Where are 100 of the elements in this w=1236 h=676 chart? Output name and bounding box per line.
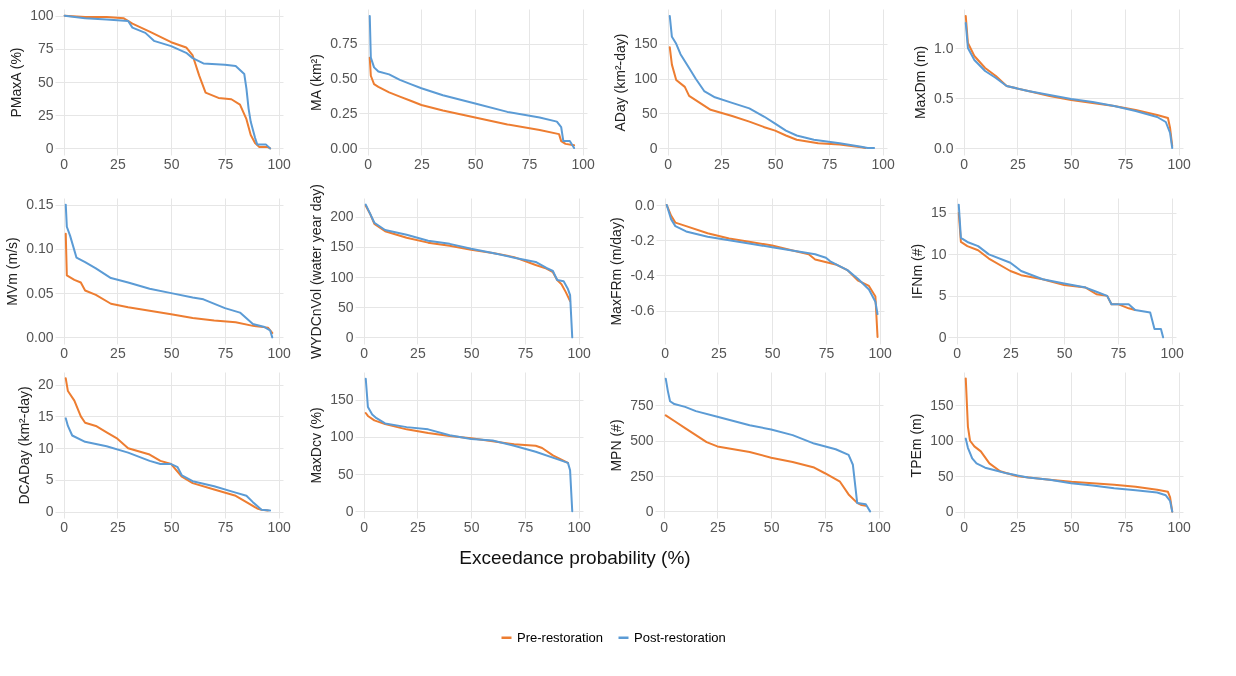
y-tick-label: 150 — [330, 238, 354, 255]
x-tick-label: 75 — [821, 155, 838, 172]
y-tick-label: 0 — [649, 139, 658, 156]
y-tick-label: 0.25 — [330, 104, 358, 121]
line-series — [964, 437, 1174, 513]
line-series — [665, 204, 879, 316]
x-tick-label: 50 — [163, 344, 180, 361]
line-series — [364, 204, 572, 303]
x-tick-label: 25 — [110, 518, 126, 535]
x-tick-label: 100 — [267, 155, 292, 172]
y-tick-label: 0.05 — [26, 284, 54, 301]
y-tick-label: 50 — [937, 467, 954, 484]
y-tick-label: 0 — [45, 139, 54, 156]
line-series — [668, 14, 876, 150]
x-tick-label: 25 — [714, 155, 730, 172]
line-series — [664, 377, 872, 513]
x-tick-label: 75 — [217, 155, 234, 172]
y-tick-label: -0.6 — [630, 302, 655, 319]
y-tick-label: 20 — [37, 376, 54, 393]
y-tick-label: 50 — [337, 298, 354, 315]
y-tick-label: 150 — [330, 391, 354, 408]
x-tick-label: 25 — [410, 344, 426, 361]
x-tick-label: 50 — [767, 155, 784, 172]
y-tick-label: 0.10 — [26, 240, 54, 257]
x-tick-label: 25 — [710, 518, 726, 535]
y-tick-label: 0 — [45, 503, 54, 520]
line-series — [364, 377, 574, 513]
x-tick-label: 0 — [960, 155, 969, 172]
y-axis-title: MaxDm (m) — [912, 45, 929, 120]
y-tick-label: 1.0 — [934, 39, 954, 56]
x-tick-label: 100 — [567, 518, 592, 535]
x-tick-label: 100 — [871, 155, 896, 172]
y-axis-title: ADay (km²-day) — [612, 33, 629, 132]
y-axis-title: MaxFRm (m/day) — [608, 217, 625, 326]
x-tick-label: 0 — [660, 518, 669, 535]
line-series — [957, 203, 1165, 339]
legend-label: Pre-restoration — [517, 629, 603, 645]
y-tick-label: 5 — [938, 287, 947, 304]
x-tick-label: 50 — [163, 155, 180, 172]
x-tick-label: 25 — [414, 155, 430, 172]
x-tick-label: 25 — [1010, 155, 1026, 172]
x-tick-label: 100 — [267, 518, 292, 535]
y-tick-label: 0 — [938, 328, 947, 345]
line-series — [368, 56, 576, 147]
x-tick-label: 100 — [1167, 518, 1192, 535]
y-axis-title: WYDCnVol (water year day) — [308, 183, 325, 360]
y-tick-label: 500 — [630, 432, 654, 449]
x-tick-label: 50 — [764, 344, 781, 361]
y-tick-label: 0.00 — [26, 328, 54, 345]
y-tick-label: 10 — [930, 245, 947, 262]
line-series — [64, 232, 274, 334]
y-tick-label: 150 — [930, 396, 954, 413]
x-tick-label: 50 — [763, 518, 780, 535]
y-tick-label: -0.4 — [630, 266, 655, 283]
x-tick-label: 0 — [60, 344, 69, 361]
x-tick-label: 0 — [60, 518, 69, 535]
line-series — [668, 46, 867, 150]
y-axis-title: TPEm (m) — [908, 413, 925, 478]
y-tick-label: 0.0 — [934, 139, 954, 156]
y-tick-label: 0 — [645, 502, 654, 519]
y-tick-label: 0.5 — [934, 89, 954, 106]
y-tick-label: 5 — [45, 471, 54, 488]
x-tick-label: 75 — [818, 344, 835, 361]
x-tick-label: 75 — [217, 344, 234, 361]
y-axis-title: PMaxA (%) — [8, 47, 25, 118]
x-axis-title: Exceedance probability (%) — [459, 547, 691, 568]
y-tick-label: 0.15 — [26, 196, 54, 213]
line-series — [664, 414, 867, 507]
line-series — [64, 203, 274, 339]
y-axis-title: MPN (#) — [608, 419, 625, 472]
x-tick-label: 0 — [960, 518, 969, 535]
x-tick-label: 25 — [110, 344, 126, 361]
x-tick-label: 0 — [664, 155, 673, 172]
line-series — [364, 203, 574, 339]
x-tick-label: 100 — [571, 155, 596, 172]
y-tick-label: 50 — [641, 104, 658, 121]
y-tick-label: 0.75 — [330, 35, 358, 52]
x-tick-label: 50 — [163, 518, 180, 535]
x-tick-label: 50 — [463, 518, 480, 535]
y-tick-label: 75 — [37, 40, 54, 57]
x-tick-label: 50 — [1063, 155, 1080, 172]
y-tick-label: 750 — [630, 396, 654, 413]
line-series — [63, 14, 272, 150]
x-tick-label: 0 — [661, 344, 670, 361]
y-tick-label: 0.00 — [330, 139, 358, 156]
x-tick-label: 50 — [467, 155, 484, 172]
y-axis-title: MA (km²) — [308, 54, 325, 111]
y-axis-title: DCADay (km²-day) — [15, 386, 32, 505]
y-tick-label: 250 — [630, 467, 654, 484]
y-tick-label: 0 — [345, 502, 354, 519]
x-tick-label: 100 — [868, 344, 893, 361]
x-tick-label: 100 — [1167, 155, 1192, 172]
x-tick-label: 100 — [567, 344, 592, 361]
y-tick-label: 15 — [930, 204, 947, 221]
y-tick-label: 200 — [330, 208, 354, 225]
y-tick-label: 100 — [330, 268, 354, 285]
y-tick-label: 50 — [337, 465, 354, 482]
x-tick-label: 75 — [521, 155, 538, 172]
x-tick-label: 0 — [60, 155, 69, 172]
x-tick-label: 75 — [517, 344, 534, 361]
